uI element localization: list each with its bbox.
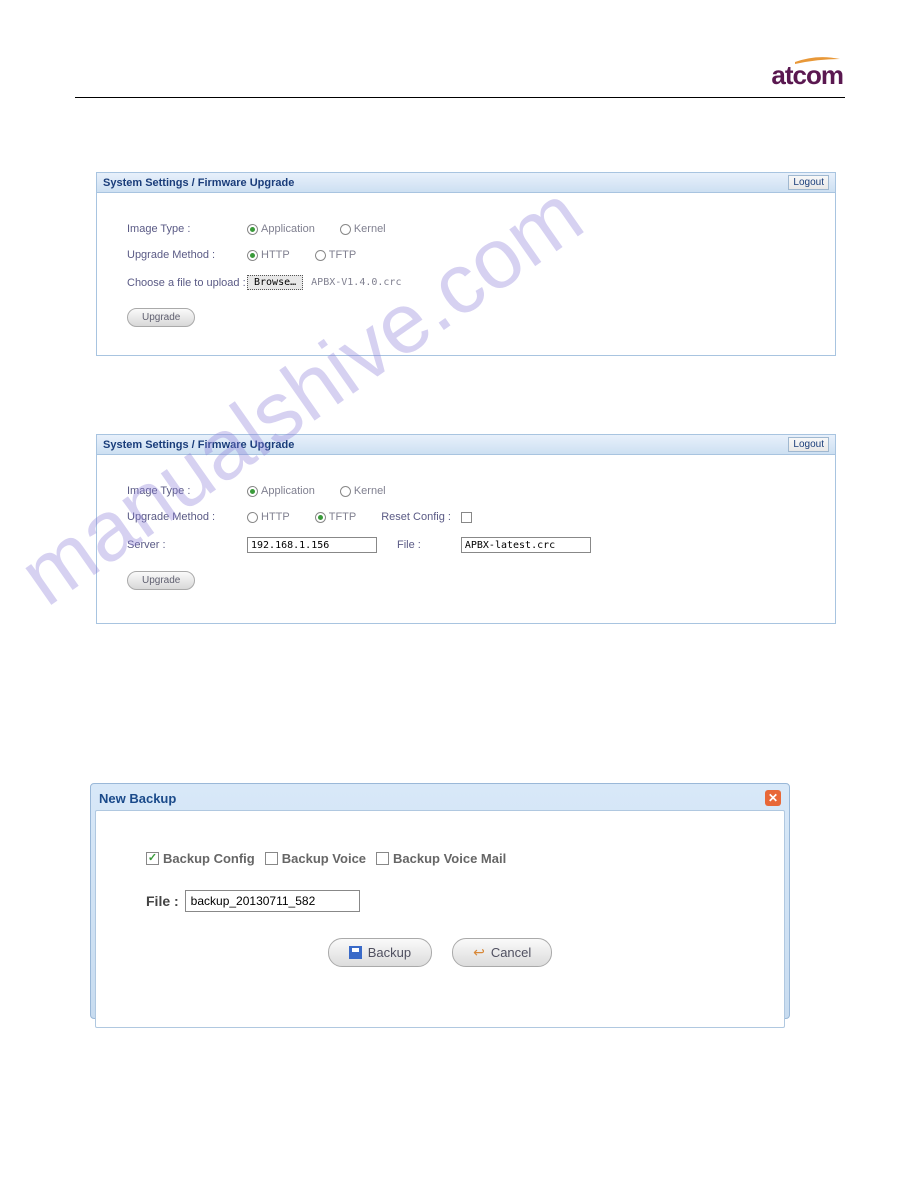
radio-label: HTTP	[261, 249, 290, 261]
file-input[interactable]	[461, 537, 591, 553]
logo-swoosh-icon	[795, 56, 840, 64]
dialog-title: New Backup	[99, 791, 176, 806]
panel-title: System Settings / Firmware Upgrade	[103, 177, 294, 189]
checkbox-label: Backup Voice Mail	[393, 851, 506, 866]
upgrade-method-label: Upgrade Method :	[127, 249, 247, 261]
close-button[interactable]: ✕	[765, 790, 781, 806]
cancel-button[interactable]: ↩ Cancel	[452, 938, 552, 967]
radio-label: Application	[261, 223, 315, 235]
dialog-body: ✓ Backup Config Backup Voice Backup Voic…	[95, 810, 785, 1028]
backup-voice-checkbox[interactable]: Backup Voice	[265, 851, 366, 866]
panel-title: System Settings / Firmware Upgrade	[103, 439, 294, 451]
button-label: Cancel	[491, 945, 531, 960]
backup-config-checkbox[interactable]: ✓ Backup Config	[146, 851, 255, 866]
radio-label: Kernel	[354, 485, 386, 497]
checkbox-label: Backup Voice	[282, 851, 366, 866]
file-label: File :	[397, 539, 421, 551]
checkbox-label: Backup Config	[163, 851, 255, 866]
logout-button[interactable]: Logout	[788, 175, 829, 190]
panel-header: System Settings / Firmware Upgrade Logou…	[97, 435, 835, 455]
logout-button[interactable]: Logout	[788, 437, 829, 452]
radio-label: HTTP	[261, 511, 290, 523]
new-backup-dialog: New Backup ✕ ✓ Backup Config Backup Voic…	[90, 783, 790, 1019]
upgrade-button[interactable]: Upgrade	[127, 571, 195, 590]
radio-http[interactable]: HTTP	[247, 249, 290, 261]
reset-config-checkbox[interactable]	[461, 512, 472, 523]
upgrade-method-label: Upgrade Method :	[127, 511, 247, 523]
radio-label: Application	[261, 485, 315, 497]
panel-body: Image Type : Application Kernel Upgrade …	[97, 455, 835, 624]
brand-logo: atcom	[771, 60, 843, 91]
page-divider	[75, 97, 845, 98]
radio-label: Kernel	[354, 223, 386, 235]
backup-file-input[interactable]	[185, 890, 360, 912]
check-icon: ✓	[148, 853, 157, 864]
selected-file-name: APBX-V1.4.0.crc	[311, 277, 401, 288]
file-label: File :	[146, 893, 179, 909]
radio-kernel[interactable]: Kernel	[340, 485, 386, 497]
firmware-upgrade-panel-1: System Settings / Firmware Upgrade Logou…	[96, 172, 836, 356]
radio-label: TFTP	[329, 249, 357, 261]
panel-body: Image Type : Application Kernel Upgrade …	[97, 193, 835, 361]
image-type-label: Image Type :	[127, 485, 247, 497]
choose-file-label: Choose a file to upload :	[127, 277, 247, 289]
backup-button[interactable]: Backup	[328, 938, 432, 967]
panel-header: System Settings / Firmware Upgrade Logou…	[97, 173, 835, 193]
radio-tftp[interactable]: TFTP	[315, 511, 357, 523]
radio-kernel[interactable]: Kernel	[340, 223, 386, 235]
server-label: Server :	[127, 539, 247, 551]
image-type-label: Image Type :	[127, 223, 247, 235]
close-icon: ✕	[768, 792, 778, 804]
radio-application[interactable]: Application	[247, 485, 315, 497]
reset-config-label: Reset Config :	[381, 511, 451, 523]
upgrade-button[interactable]: Upgrade	[127, 308, 195, 327]
backup-voice-mail-checkbox[interactable]: Backup Voice Mail	[376, 851, 506, 866]
cancel-icon: ↩	[473, 944, 485, 961]
firmware-upgrade-panel-2: System Settings / Firmware Upgrade Logou…	[96, 434, 836, 624]
save-icon	[349, 946, 362, 959]
button-label: Backup	[368, 945, 411, 960]
radio-tftp[interactable]: TFTP	[315, 249, 357, 261]
browse-button[interactable]: Browse…	[247, 275, 303, 290]
server-input[interactable]	[247, 537, 377, 553]
radio-http[interactable]: HTTP	[247, 511, 290, 523]
radio-label: TFTP	[329, 511, 357, 523]
dialog-header: New Backup ✕	[95, 788, 785, 810]
radio-application[interactable]: Application	[247, 223, 315, 235]
